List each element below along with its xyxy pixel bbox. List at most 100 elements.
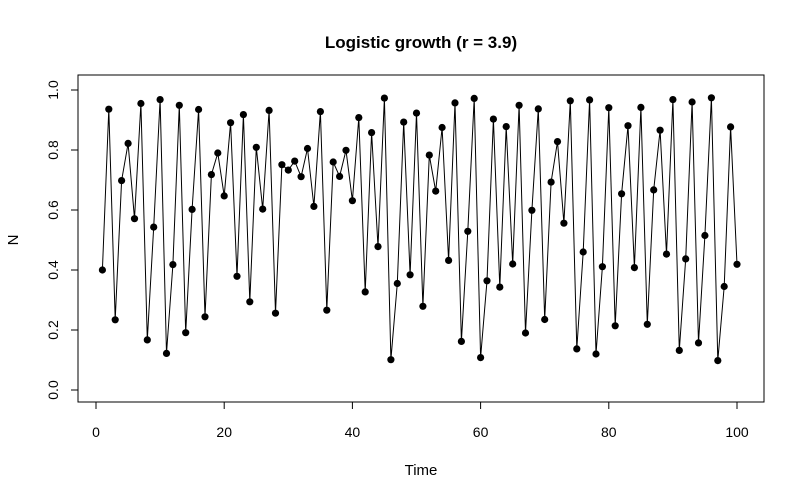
- data-point: [252, 143, 260, 151]
- data-point: [637, 103, 645, 111]
- data-point: [624, 122, 632, 130]
- data-point: [528, 206, 536, 214]
- data-point: [515, 101, 523, 109]
- data-point: [432, 187, 440, 195]
- data-point: [124, 139, 132, 147]
- data-point: [573, 345, 581, 353]
- data-point: [400, 118, 408, 126]
- data-point: [592, 350, 600, 358]
- data-point: [521, 329, 530, 337]
- data-point: [182, 329, 190, 337]
- x-tick-label: 60: [473, 424, 489, 440]
- x-tick-label: 80: [601, 424, 617, 440]
- data-point: [457, 337, 465, 345]
- data-point: [451, 99, 459, 107]
- data-point: [278, 161, 286, 169]
- data-point: [156, 96, 164, 104]
- data-point: [227, 119, 235, 127]
- data-point: [348, 197, 356, 205]
- data-point: [720, 282, 728, 291]
- data-point: [553, 138, 562, 146]
- data-point: [265, 106, 273, 114]
- x-axis: 0 20 40 60 80 100: [92, 401, 749, 440]
- data-point: [259, 205, 267, 213]
- chart-title: Logistic growth (r = 3.9): [325, 33, 517, 52]
- y-tick-label: 0.8: [45, 140, 61, 160]
- data-point: [323, 306, 331, 314]
- data-point: [662, 250, 671, 258]
- data-point: [137, 99, 145, 108]
- data-point: [630, 264, 639, 272]
- x-tick-label: 40: [345, 424, 361, 440]
- data-point: [707, 94, 716, 102]
- x-tick-label: 20: [216, 424, 232, 440]
- data-point: [329, 158, 337, 166]
- data-point: [214, 149, 222, 157]
- data-point: [643, 320, 651, 328]
- data-point: [714, 357, 722, 365]
- data-point: [98, 266, 106, 274]
- data-point: [175, 101, 183, 109]
- data-point: [130, 215, 139, 223]
- data-point: [611, 322, 619, 330]
- data-point: [560, 219, 568, 227]
- data-point: [150, 223, 158, 231]
- data-point: [694, 339, 703, 347]
- data-point: [105, 105, 113, 113]
- data-point: [284, 166, 292, 174]
- data-point: [438, 123, 446, 132]
- data-point: [195, 105, 203, 114]
- data-point: [406, 271, 414, 279]
- data-point: [464, 227, 472, 235]
- y-tick-label: 0.4: [45, 260, 61, 280]
- data-point: [483, 277, 491, 285]
- data-point: [470, 94, 478, 102]
- data-point: [547, 178, 555, 186]
- data-point: [541, 315, 549, 324]
- data-point: [650, 186, 658, 194]
- data-point: [425, 151, 433, 159]
- data-point: [675, 346, 683, 354]
- data-point: [297, 173, 305, 181]
- data-point: [701, 231, 709, 240]
- y-tick-label: 0.6: [45, 200, 61, 220]
- data-point: [201, 313, 209, 321]
- data-point: [502, 123, 510, 131]
- x-tick-label: 0: [92, 424, 100, 440]
- data-point: [118, 177, 126, 185]
- data-point: [688, 98, 696, 106]
- data-point: [586, 96, 594, 104]
- data-point: [509, 260, 517, 268]
- data-point: [387, 356, 395, 364]
- data-point: [207, 171, 215, 179]
- y-tick-label: 1.0: [45, 80, 61, 100]
- data-point: [477, 354, 485, 362]
- data-point: [598, 263, 607, 271]
- data-point: [368, 129, 376, 137]
- data-point: [342, 146, 350, 154]
- data-point: [239, 111, 247, 119]
- data-point: [489, 115, 497, 123]
- data-point: [733, 260, 741, 268]
- data-point: [393, 279, 401, 288]
- y-tick-label: 0.2: [45, 320, 61, 340]
- data-point: [310, 202, 318, 210]
- data-point: [380, 94, 388, 102]
- x-axis-label: Time: [405, 462, 438, 479]
- data-point: [496, 283, 504, 291]
- data-point: [419, 302, 427, 310]
- data-point: [336, 172, 344, 180]
- data-point: [445, 256, 453, 264]
- data-point: [271, 309, 280, 317]
- data-points: [98, 94, 741, 365]
- series-line: [101, 97, 738, 361]
- data-point: [669, 96, 677, 104]
- data-point: [316, 108, 324, 116]
- data-point: [566, 97, 574, 105]
- data-point: [605, 104, 613, 112]
- data-point: [656, 126, 664, 134]
- data-point: [169, 261, 177, 269]
- data-point: [111, 316, 119, 324]
- data-point: [233, 272, 241, 280]
- data-point: [727, 123, 735, 131]
